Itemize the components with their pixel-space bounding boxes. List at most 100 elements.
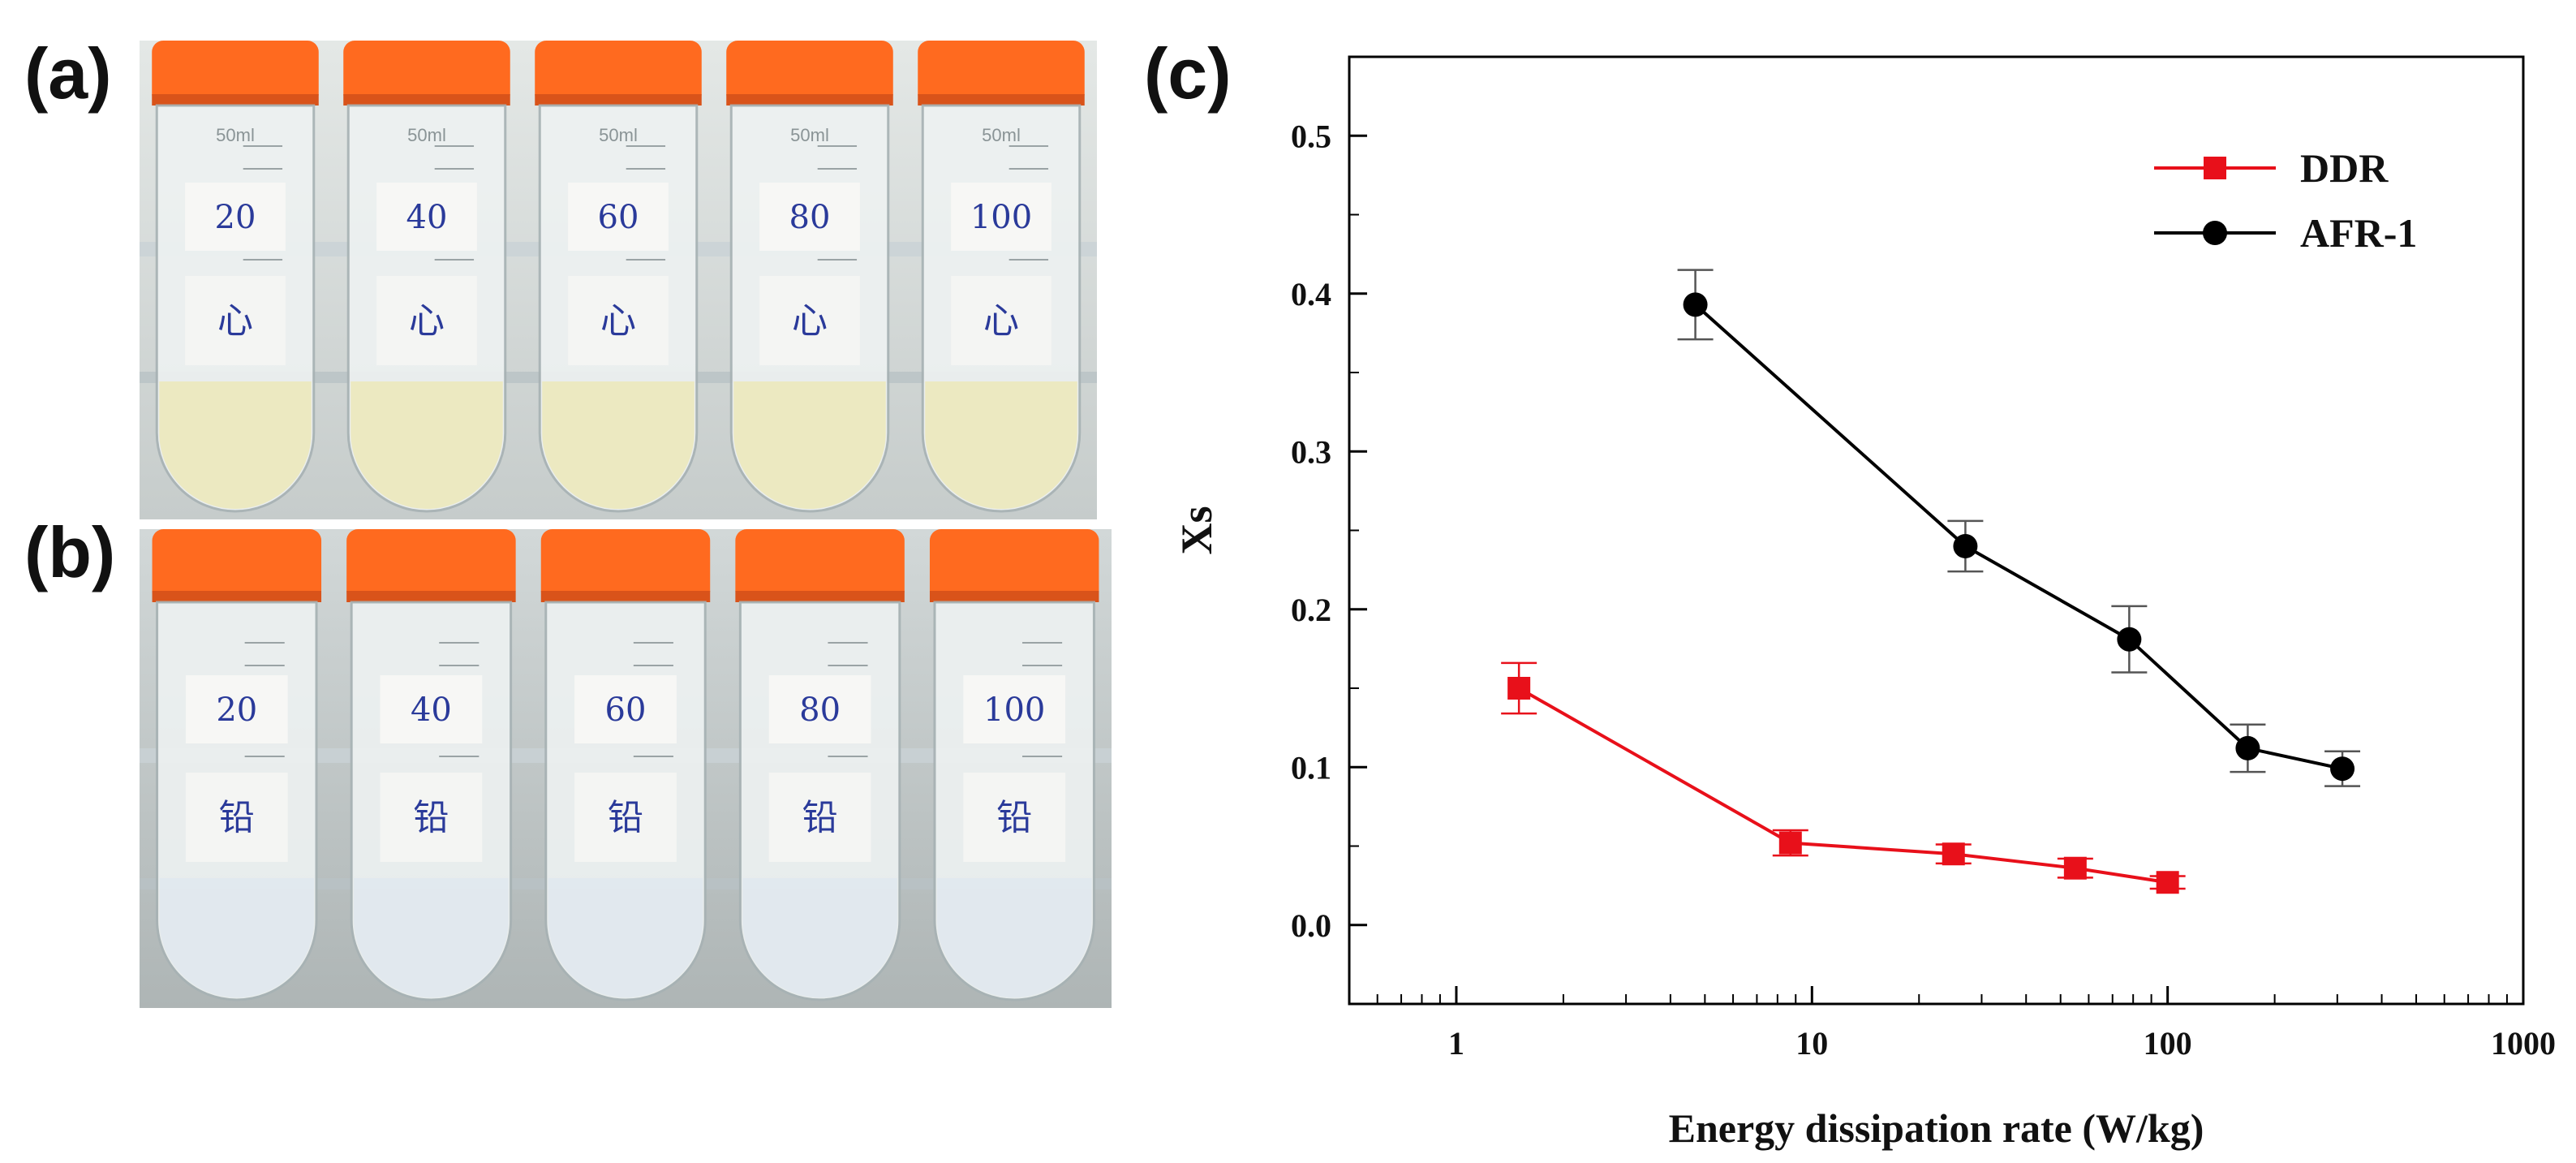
y-tick-label: 0.4 [1291, 276, 1331, 312]
tube-label-top [380, 675, 483, 743]
tube-label-top [376, 183, 477, 251]
data-point-ddr [2063, 856, 2087, 880]
tube-top-label-text: 80 [789, 199, 831, 236]
tube-top-label-text: 20 [216, 691, 257, 729]
y-tick-label: 0.0 [1291, 907, 1331, 944]
volume-mark: 50ml [216, 125, 255, 145]
photo-b: 20 铅 40 铅 60 铅 80 铅 100 铅 [140, 529, 1112, 1008]
tube: 50ml 20 心 [152, 41, 319, 513]
tube-liquid [733, 381, 886, 509]
data-point-afr-1 [2117, 627, 2142, 652]
tube: 20 铅 [152, 529, 322, 1001]
tube-top-label-text: 40 [406, 199, 448, 236]
volume-mark: 50ml [982, 125, 1021, 145]
volume-mark: 50ml [599, 125, 638, 145]
data-point-ddr [2156, 871, 2179, 894]
tube-cap-rim [343, 94, 510, 106]
tube-cap-rim [735, 591, 905, 602]
tube-label-bottom [568, 276, 669, 365]
tube-cap-rim [918, 94, 1085, 106]
tube-top-label-text: 100 [970, 199, 1032, 236]
legend-marker [2203, 221, 2227, 245]
tube-label-bottom [768, 773, 871, 862]
tube-label-top [185, 675, 288, 743]
tube-cap-rim [346, 591, 516, 602]
tube-cap [343, 41, 510, 106]
tube-cap-rim [726, 94, 893, 106]
tube-label-bottom [185, 276, 286, 365]
y-tick-label: 0.1 [1291, 749, 1331, 786]
tube-cap-rim [152, 591, 322, 602]
tube-label-bottom [574, 773, 677, 862]
tube: 50ml 80 心 [726, 41, 893, 513]
tube-cap [152, 41, 319, 106]
tube: 50ml 60 心 [535, 41, 702, 513]
tube-cap [152, 529, 322, 602]
tube: 80 铅 [735, 529, 905, 1001]
tube-liquid [350, 381, 503, 509]
volume-mark: 50ml [790, 125, 829, 145]
tube-label-top [568, 183, 669, 251]
plot-frame [1348, 55, 2525, 1006]
y-tick-label: 0.2 [1291, 592, 1331, 628]
panel-b-label: (b) [24, 512, 116, 592]
tube-top-label-text: 60 [598, 199, 639, 236]
x-tick-label: 100 [2144, 1025, 2192, 1062]
series-line-afr-1 [1694, 303, 2343, 771]
panel-a-label: (a) [24, 33, 112, 114]
x-tick-label: 1000 [2491, 1025, 2556, 1062]
tube: 50ml 40 心 [343, 41, 510, 513]
tube-liquid [542, 381, 695, 509]
tube-top-label-text: 60 [605, 691, 647, 729]
tube-bottom-label-text: 心 [409, 300, 445, 342]
tube-top-label-text: 20 [215, 199, 256, 236]
tube-cap [918, 41, 1085, 106]
tube-label-top [963, 675, 1066, 743]
y-axis-label: Xs [1172, 506, 1221, 554]
tube-label-bottom [380, 773, 483, 862]
tube-cap [346, 529, 516, 602]
x-tick-label: 1 [1448, 1025, 1464, 1062]
tube-bottom-label-text: 心 [983, 300, 1019, 342]
photo-a: 50ml 20 心 50ml 40 心 50ml 60 心 50ml 80 心 50ml 100 心 [140, 41, 1097, 519]
data-point-afr-1 [2330, 756, 2355, 782]
tube-label-bottom [759, 276, 860, 365]
tube-cap-rim [535, 94, 702, 106]
tube-cap [540, 529, 711, 602]
tube: 50ml 100 心 [918, 41, 1085, 513]
tube-bottom-label-text: 铅 [608, 797, 643, 838]
tube-liquid [548, 878, 703, 997]
tube-top-label-text: 80 [799, 691, 841, 729]
data-point-afr-1 [1953, 533, 1978, 558]
legend-label: AFR-1 [2300, 210, 2417, 256]
tube-bottom-label-text: 心 [792, 300, 828, 342]
tube-bottom-label-text: 心 [600, 300, 636, 342]
tube-top-label-text: 100 [983, 691, 1045, 729]
y-tick-label: 0.5 [1291, 118, 1331, 154]
tube-liquid [159, 381, 312, 509]
tube-cap-rim [152, 94, 319, 106]
tube-label-top [768, 675, 871, 743]
tube-label-top [185, 183, 286, 251]
tube-cap-rim [929, 591, 1099, 602]
tube-bottom-label-text: 铅 [219, 797, 255, 838]
series-line-ddr [1518, 687, 2168, 885]
tube-bottom-label-text: 心 [217, 300, 253, 342]
tube: 40 铅 [346, 529, 516, 1001]
tube-label-top [951, 183, 1051, 251]
tube-label-bottom [963, 773, 1066, 862]
tube-label-top [574, 675, 677, 743]
legend-marker [2204, 157, 2226, 179]
data-point-ddr [1942, 842, 1965, 866]
panel-c-label: (c) [1144, 33, 1232, 114]
tube-liquid [354, 878, 509, 997]
tube-liquid [159, 878, 315, 997]
tube-liquid [936, 878, 1092, 997]
data-point-afr-1 [1683, 292, 1708, 317]
tube-cap [535, 41, 702, 106]
x-tick-label: 10 [1795, 1025, 1828, 1062]
volume-mark: 50ml [407, 125, 446, 145]
tube-liquid [742, 878, 897, 997]
tube: 100 铅 [929, 529, 1099, 1001]
